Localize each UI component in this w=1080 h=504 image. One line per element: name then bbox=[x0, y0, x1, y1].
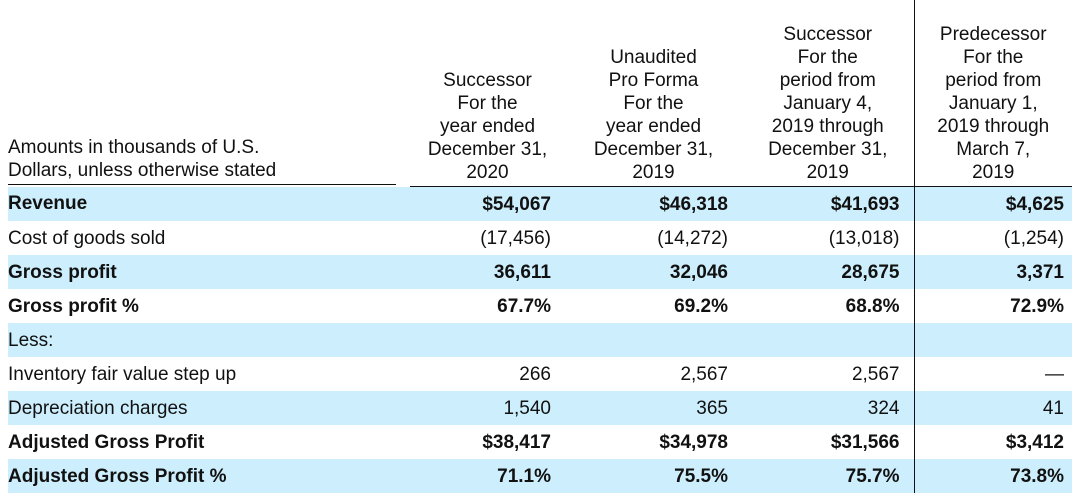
gross-profit-table: Amounts in thousands of U.S. Dollars, un… bbox=[8, 0, 1072, 493]
column-header-line: December 31, bbox=[593, 139, 714, 160]
table-row-adjusted-gross-profit-percent: Adjusted Gross Profit % 71.1% 75.5% 75.7… bbox=[8, 459, 1072, 493]
row-value: $34,978 bbox=[659, 431, 728, 453]
row-value: 75.7% bbox=[742, 459, 914, 493]
column-header-line: March 7, bbox=[956, 139, 1031, 160]
row-value: 41 bbox=[913, 391, 1072, 425]
row-value: 324 bbox=[742, 391, 914, 425]
column-header-line: For the bbox=[797, 47, 858, 68]
column-header-line: December 31, bbox=[768, 139, 888, 160]
table-header: Amounts in thousands of U.S. Dollars, un… bbox=[8, 0, 1072, 187]
row-value: 32,046 bbox=[565, 255, 742, 289]
column-header-line: year ended bbox=[439, 116, 536, 137]
row-label: Adjusted Gross Profit % bbox=[8, 459, 410, 493]
column-header-line: For the bbox=[623, 93, 684, 114]
column-header-line: Unaudited bbox=[610, 47, 697, 68]
column-header-predecessor-2019: Predecessor For the period from January … bbox=[913, 0, 1072, 187]
column-header-line: 2019 bbox=[632, 162, 675, 183]
column-header-line: 2019 bbox=[806, 162, 849, 183]
table-row-less: Less: bbox=[8, 323, 1072, 357]
row-value: 72.9% bbox=[913, 289, 1072, 323]
row-value: 365 bbox=[565, 391, 742, 425]
table-body: Revenue $54,067 $46,318 $41,693 $4,625 C… bbox=[8, 186, 1072, 493]
row-value: 67.7% bbox=[497, 295, 551, 317]
column-header-successor-2019: Successor For the period from January 4,… bbox=[742, 0, 914, 187]
label-header-line: Dollars, unless otherwise stated bbox=[8, 159, 277, 181]
column-header-pro-forma-2019: Unaudited Pro Forma For the year ended D… bbox=[565, 0, 742, 187]
row-value: $4,625 bbox=[913, 186, 1072, 221]
row-label: Less: bbox=[8, 323, 410, 357]
label-header-line: Amounts in thousands of U.S. bbox=[8, 136, 260, 158]
row-value: 75.5% bbox=[565, 459, 742, 493]
table-row-revenue: Revenue $54,067 $46,318 $41,693 $4,625 bbox=[8, 186, 1072, 221]
column-header-line: For the bbox=[963, 47, 1024, 68]
row-label: Depreciation charges bbox=[8, 391, 410, 425]
row-value bbox=[565, 323, 742, 357]
column-header-line: Successor bbox=[783, 24, 873, 45]
row-value: 2,567 bbox=[851, 363, 900, 385]
column-header-line: January 4, bbox=[783, 93, 873, 114]
column-header-line: January 1, bbox=[948, 93, 1038, 114]
table-row-cost-of-goods-sold: Cost of goods sold (17,456) (14,272) (13… bbox=[8, 221, 1072, 255]
row-value: $3,412 bbox=[913, 425, 1072, 459]
column-header-line: Pro Forma bbox=[608, 70, 699, 91]
row-label: Gross profit % bbox=[8, 295, 139, 317]
row-value: 2,567 bbox=[680, 363, 728, 385]
header-row: Amounts in thousands of U.S. Dollars, un… bbox=[8, 0, 1072, 187]
column-header-line: period from bbox=[779, 70, 876, 91]
row-value: $38,417 bbox=[482, 431, 551, 453]
row-value: (1,254) bbox=[913, 221, 1072, 255]
row-label: Gross profit bbox=[8, 255, 410, 289]
row-value: 36,611 bbox=[410, 255, 565, 289]
row-value bbox=[410, 323, 565, 357]
row-value: (13,018) bbox=[828, 227, 900, 249]
column-header-line: For the bbox=[457, 93, 518, 114]
row-value: 71.1% bbox=[410, 459, 565, 493]
column-header-line: 2019 bbox=[972, 162, 1015, 183]
row-value: 3,371 bbox=[913, 255, 1072, 289]
row-label: Revenue bbox=[8, 186, 410, 221]
row-value: 73.8% bbox=[913, 459, 1072, 493]
row-value: 1,540 bbox=[410, 391, 565, 425]
row-value: (17,456) bbox=[480, 227, 551, 249]
row-value: 266 bbox=[519, 363, 551, 385]
row-value: 69.2% bbox=[674, 295, 728, 317]
table-row-gross-profit: Gross profit 36,611 32,046 28,675 3,371 bbox=[8, 255, 1072, 289]
row-label: Adjusted Gross Profit bbox=[8, 431, 205, 453]
column-header-line: 2019 through bbox=[937, 116, 1050, 137]
column-header-line: period from bbox=[945, 70, 1042, 91]
row-value: $31,566 bbox=[830, 431, 900, 453]
row-label: Inventory fair value step up bbox=[8, 363, 237, 385]
column-header-line: 2019 through bbox=[771, 116, 884, 137]
row-value bbox=[742, 323, 914, 357]
table-row-gross-profit-percent: Gross profit % 67.7% 69.2% 68.8% 72.9% bbox=[8, 289, 1072, 323]
row-value: $54,067 bbox=[410, 186, 565, 221]
column-header-line: Successor bbox=[443, 70, 532, 91]
row-value: 28,675 bbox=[742, 255, 914, 289]
column-header-line: Predecessor bbox=[939, 24, 1047, 45]
row-value: $41,693 bbox=[742, 186, 914, 221]
table-row-inventory-step-up: Inventory fair value step up 266 2,567 2… bbox=[8, 357, 1072, 391]
row-value: 68.8% bbox=[845, 295, 900, 317]
row-value: — bbox=[913, 357, 1072, 391]
table-row-adjusted-gross-profit: Adjusted Gross Profit $38,417 $34,978 $3… bbox=[8, 425, 1072, 459]
column-header-line: December 31, bbox=[427, 139, 548, 160]
column-header-line: year ended bbox=[605, 116, 702, 137]
column-header-line: 2020 bbox=[466, 162, 509, 183]
table-row-depreciation: Depreciation charges 1,540 365 324 41 bbox=[8, 391, 1072, 425]
label-column-header: Amounts in thousands of U.S. Dollars, un… bbox=[8, 0, 410, 187]
column-header-successor-2020: Successor For the year ended December 31… bbox=[410, 0, 565, 187]
row-value: $46,318 bbox=[565, 186, 742, 221]
row-value bbox=[913, 323, 1072, 357]
row-label: Cost of goods sold bbox=[8, 227, 166, 249]
row-value: (14,272) bbox=[657, 227, 728, 249]
